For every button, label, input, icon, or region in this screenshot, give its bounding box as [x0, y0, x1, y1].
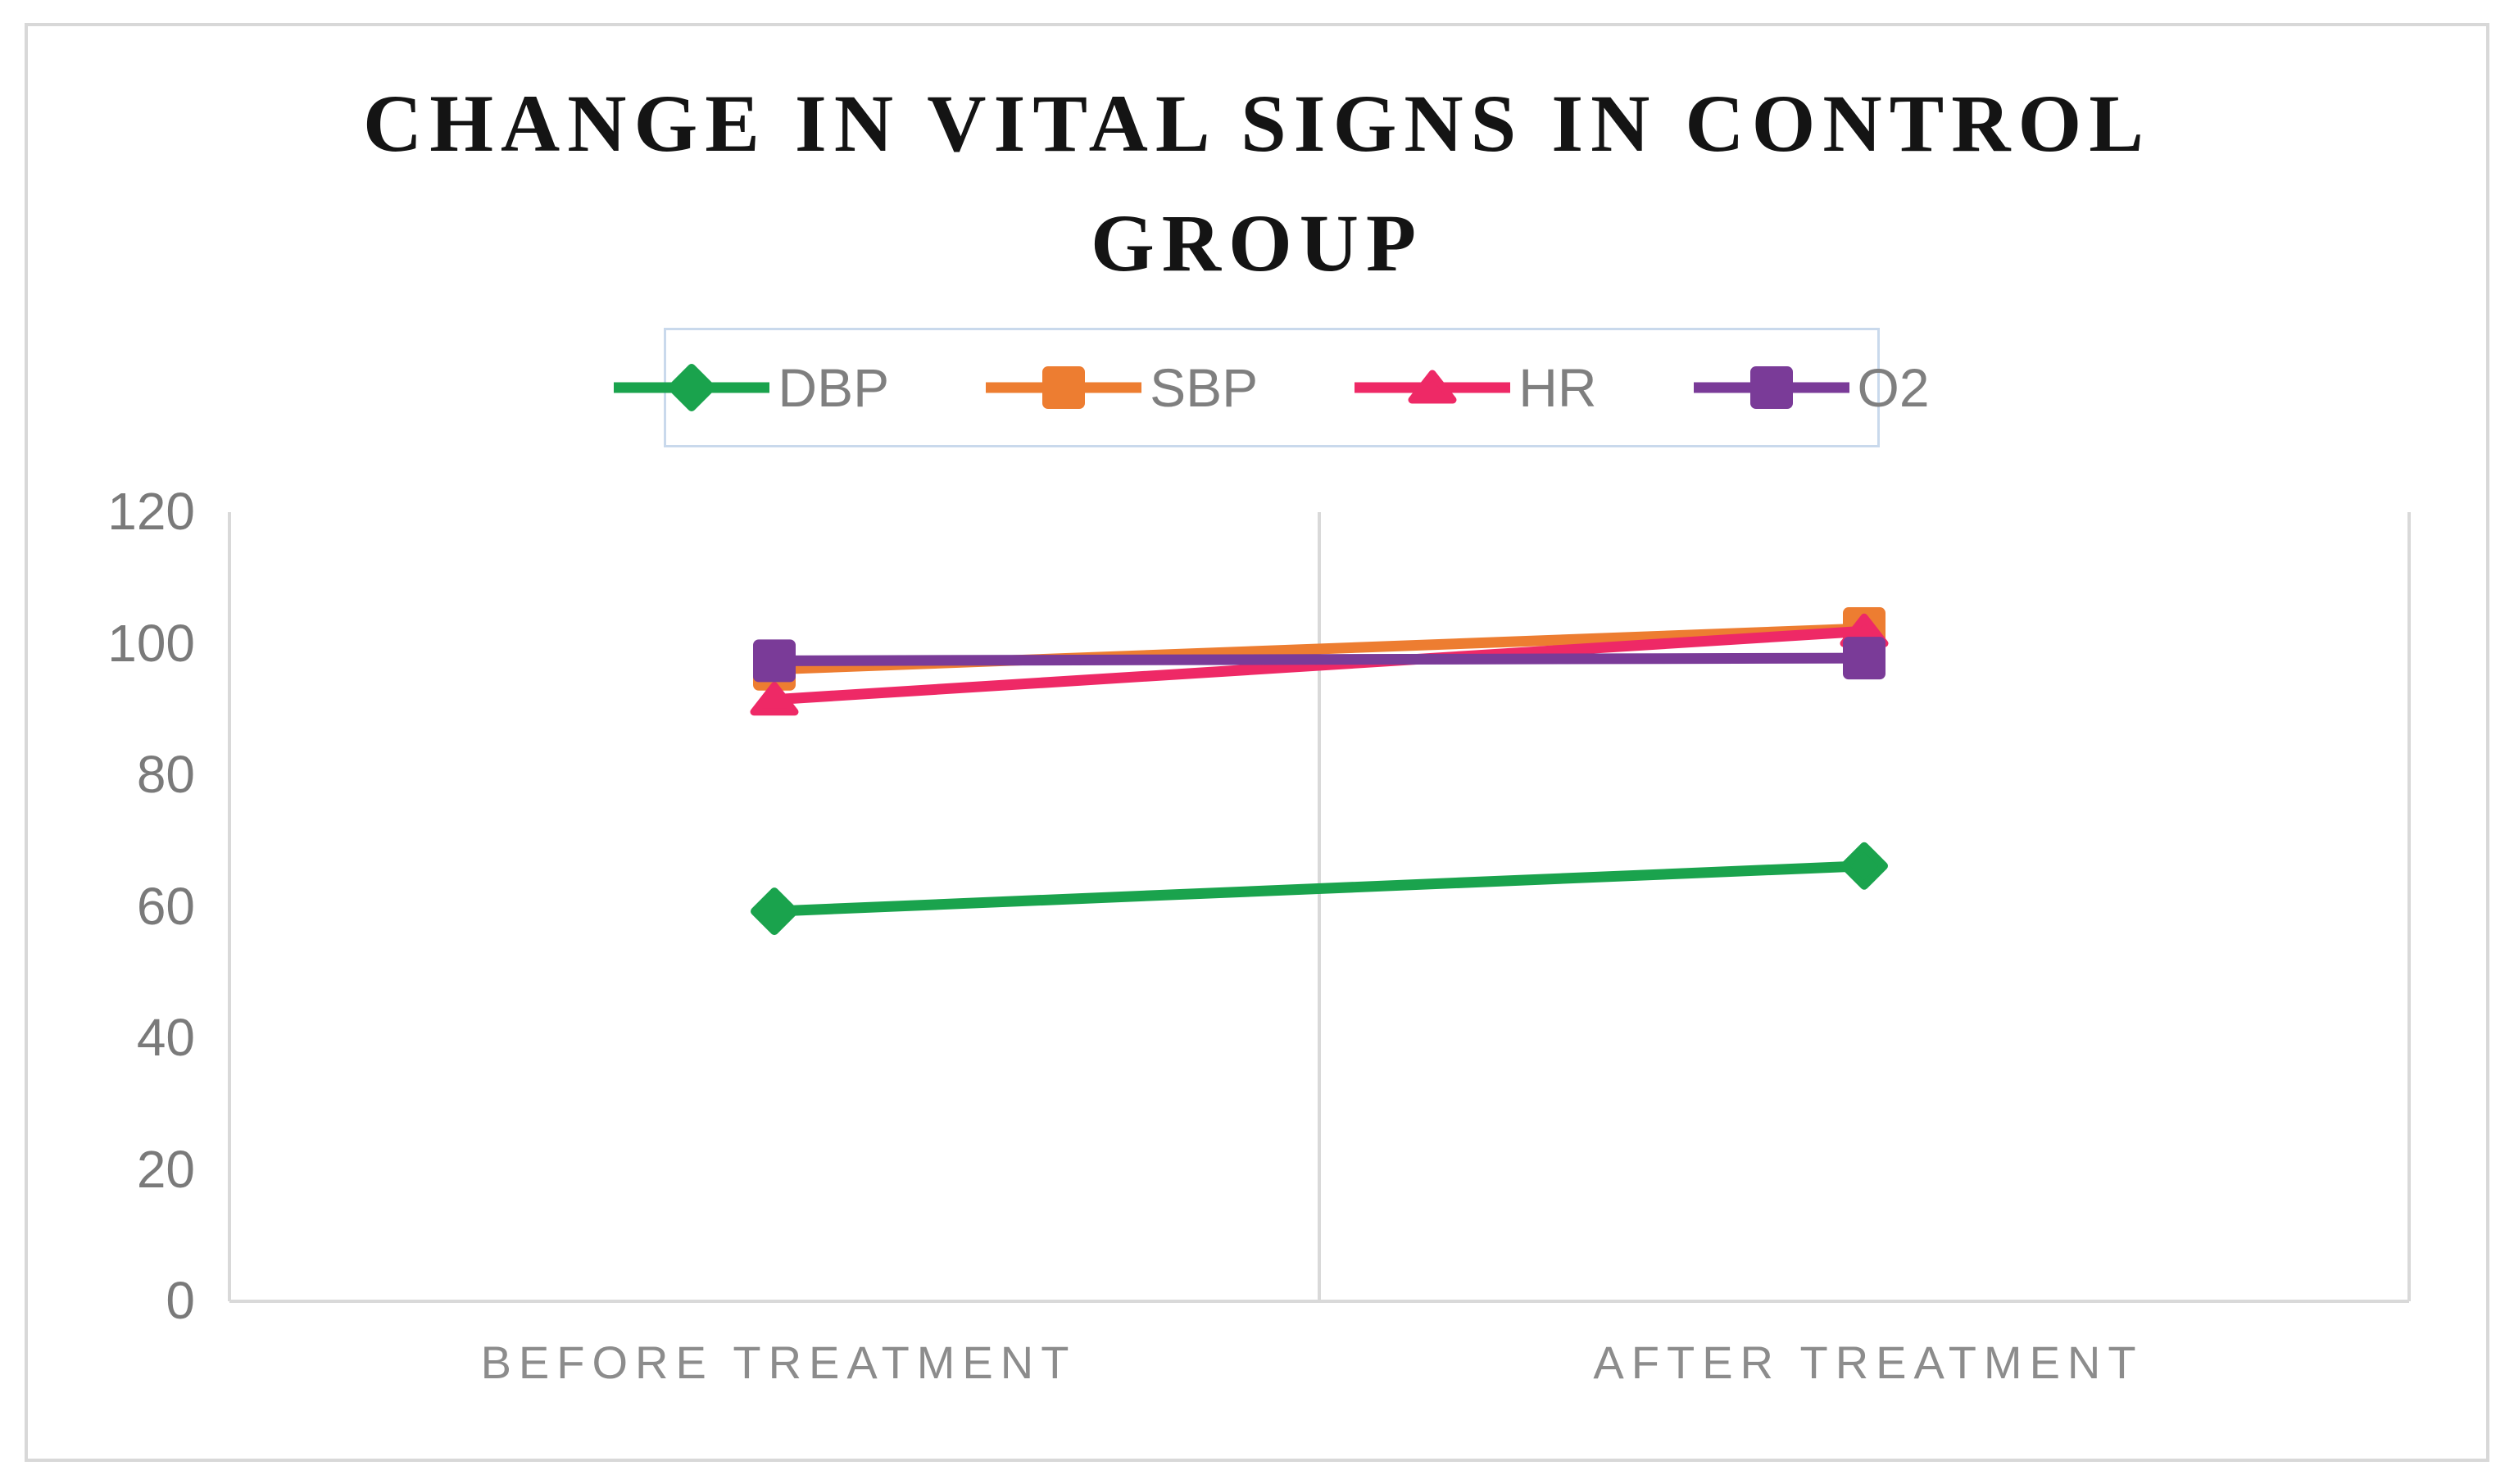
figure-border	[25, 23, 2489, 1462]
legend-marker-shape-HR	[1408, 370, 1457, 404]
legend-item-SBP: SBP	[986, 355, 1258, 420]
y-tick-label-100: 100	[107, 613, 195, 673]
marker-DBP-1	[1840, 842, 1888, 890]
marker-HR-0	[750, 682, 799, 716]
marker-O2-0	[753, 639, 796, 683]
legend-label-DBP: DBP	[778, 357, 890, 418]
legend-label-SBP: SBP	[1150, 357, 1259, 418]
y-tick-label-80: 80	[136, 745, 195, 804]
chart-title-text: CHANGE IN VITAL SIGNS IN CONTROL GROUP	[363, 78, 2151, 288]
legend-marker-O2	[1693, 366, 1849, 409]
series-line-O2	[774, 652, 1865, 666]
legend: DBP SBP HR O2	[614, 328, 1930, 447]
y-tick-label-0: 0	[166, 1271, 195, 1330]
series-line-HR	[774, 625, 1865, 706]
legend-marker-HR	[1355, 370, 1511, 404]
y-tick-label-20: 20	[136, 1139, 195, 1199]
legend-label-HR: HR	[1518, 357, 1597, 418]
legend-marker-SBP	[986, 366, 1142, 409]
marker-O2-1	[1843, 637, 1886, 680]
legend-marker-DBP	[614, 364, 770, 411]
y-tick-label-120: 120	[107, 482, 195, 541]
legend-marker-shape-SBP	[1042, 366, 1086, 409]
marker-DBP-0	[751, 887, 798, 936]
legend-item-O2: O2	[1693, 355, 1930, 420]
chart-title: CHANGE IN VITAL SIGNS IN CONTROL GROUP	[0, 64, 2514, 303]
series-line-DBP	[774, 860, 1865, 917]
legend-marker-shape-DBP	[668, 364, 716, 411]
y-tick-label-40: 40	[136, 1008, 195, 1067]
legend-label-O2: O2	[1857, 357, 1930, 418]
legend-item-DBP: DBP	[614, 355, 889, 420]
x-axis-label-2: AFTER TREATMENT	[1593, 1337, 2144, 1388]
legend-marker-shape-O2	[1749, 366, 1793, 409]
x-axis-label-1: BEFORE TREATMENT	[480, 1337, 1077, 1388]
legend-item-HR: HR	[1355, 355, 1597, 420]
y-tick-label-60: 60	[136, 876, 195, 936]
